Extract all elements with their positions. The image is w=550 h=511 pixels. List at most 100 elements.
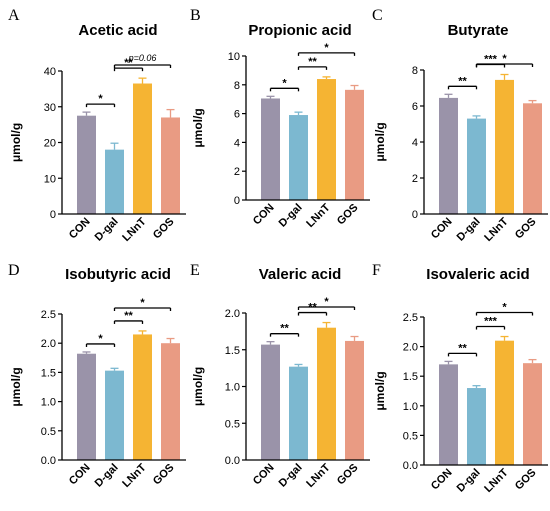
- significance-label: **: [308, 56, 317, 68]
- y-tick-label: 2: [234, 166, 240, 178]
- x-tick-label: D-gal: [277, 202, 305, 230]
- x-tick-label: GOS: [335, 202, 361, 228]
- x-tick-label: CON: [429, 216, 455, 242]
- significance-label: **: [124, 310, 133, 322]
- significance-label: **: [124, 57, 133, 69]
- y-axis-label: μmol/g: [9, 123, 23, 162]
- y-tick-label: 20: [44, 138, 56, 150]
- chart-panel-f: F Isovaleric acid 0.0 0.5 1.0 1.5 2.0 2.5 μmol/g…: [372, 262, 548, 495]
- bar-d-gal: [105, 149, 124, 214]
- x-tick-label: LNnT: [482, 466, 511, 495]
- significance-label: *: [140, 297, 145, 309]
- y-tick-label: 0.5: [41, 426, 56, 438]
- chart-title: Acetic acid: [78, 22, 157, 39]
- significance-label: *: [502, 53, 507, 65]
- significance-label: **: [458, 342, 467, 354]
- y-tick-label: 2.0: [41, 338, 56, 350]
- y-tick-label: 1.5: [225, 345, 240, 357]
- y-tick-label: 10: [44, 173, 56, 185]
- x-tick-label: GOS: [513, 216, 539, 242]
- x-tick-label: CON: [251, 462, 277, 488]
- x-tick-label: D-gal: [455, 216, 483, 244]
- y-tick-label: 2.0: [403, 342, 418, 354]
- bar-d-gal: [467, 388, 486, 465]
- y-tick-label: 1.0: [225, 382, 240, 394]
- significance-label: p=0.06: [128, 53, 157, 63]
- panel-letter: E: [190, 262, 200, 279]
- panel-letter: D: [8, 262, 20, 279]
- x-tick-label: CON: [67, 216, 93, 242]
- bar-gos: [345, 89, 364, 200]
- significance-label: ***: [484, 54, 498, 66]
- y-tick-label: 8: [234, 80, 240, 92]
- x-tick-label: GOS: [151, 462, 177, 488]
- significance-label: *: [324, 296, 329, 308]
- panel-letter: F: [372, 262, 381, 279]
- x-tick-label: D-gal: [93, 462, 121, 490]
- x-tick-label: GOS: [335, 462, 361, 488]
- bar-con: [439, 97, 458, 214]
- y-tick-label: 0.5: [225, 418, 240, 430]
- y-tick-label: 2: [412, 173, 418, 185]
- y-axis-label: μmol/g: [191, 108, 205, 147]
- y-tick-label: 1.0: [41, 397, 56, 409]
- y-tick-label: 2.0: [225, 308, 240, 320]
- bar-gos: [345, 340, 364, 460]
- x-tick-label: D-gal: [93, 216, 121, 244]
- y-tick-label: 4: [234, 137, 240, 149]
- bar-gos: [523, 363, 542, 465]
- chart-title: Butyrate: [448, 22, 509, 39]
- y-axis-label: μmol/g: [373, 371, 387, 410]
- bar-d-gal: [289, 115, 308, 200]
- significance-label: *: [282, 77, 287, 89]
- x-tick-label: D-gal: [277, 462, 305, 490]
- bar-d-gal: [105, 370, 124, 460]
- bar-con: [77, 353, 96, 460]
- chart-title: Isobutyric acid: [65, 266, 171, 283]
- y-tick-label: 0.0: [225, 455, 240, 467]
- y-tick-label: 0: [50, 209, 56, 221]
- bar-lnnt: [495, 79, 514, 215]
- y-tick-label: 30: [44, 102, 56, 114]
- x-tick-label: CON: [67, 462, 93, 488]
- bar-lnnt: [133, 334, 152, 460]
- bar-con: [439, 364, 458, 465]
- bar-lnnt: [317, 79, 336, 200]
- bar-lnnt: [317, 327, 336, 460]
- chart-title: Propionic acid: [248, 22, 351, 39]
- y-tick-label: 10: [228, 51, 240, 63]
- x-tick-label: LNnT: [120, 215, 149, 244]
- y-tick-label: 1.0: [403, 401, 418, 413]
- x-tick-label: D-gal: [455, 467, 483, 495]
- significance-label: *: [324, 42, 329, 54]
- y-axis-label: μmol/g: [373, 122, 387, 161]
- y-tick-label: 2.5: [403, 312, 418, 324]
- y-axis-label: μmol/g: [9, 367, 23, 406]
- panel-letter: C: [372, 7, 383, 24]
- x-tick-label: GOS: [151, 216, 177, 242]
- significance-label: *: [98, 333, 103, 345]
- y-tick-label: 6: [234, 109, 240, 121]
- x-tick-label: GOS: [513, 467, 539, 493]
- bar-gos: [161, 117, 180, 214]
- bar-con: [261, 344, 280, 460]
- y-tick-label: 8: [412, 65, 418, 77]
- bar-con: [261, 98, 280, 200]
- y-axis-label: μmol/g: [191, 367, 205, 406]
- x-tick-label: LNnT: [304, 201, 333, 230]
- significance-label: ***: [484, 316, 498, 328]
- bar-d-gal: [467, 118, 486, 214]
- y-tick-label: 6: [412, 101, 418, 113]
- y-tick-label: 2.5: [41, 309, 56, 321]
- chart-panel-e: E Valeric acid 0.0 0.5 1.0 1.5 2.0 μmol/g CON D-g…: [190, 262, 370, 490]
- chart-panel-b: B Propionic acid 0 2 4 6 8 10 μmol/g CON D-gal LNnT…: [190, 7, 370, 230]
- y-tick-label: 1.5: [41, 367, 56, 379]
- significance-label: *: [502, 302, 507, 314]
- panel-letter: A: [8, 7, 20, 24]
- y-tick-label: 0: [412, 209, 418, 221]
- y-tick-label: 1.5: [403, 371, 418, 383]
- bar-lnnt: [133, 83, 152, 214]
- x-tick-label: LNnT: [482, 215, 511, 244]
